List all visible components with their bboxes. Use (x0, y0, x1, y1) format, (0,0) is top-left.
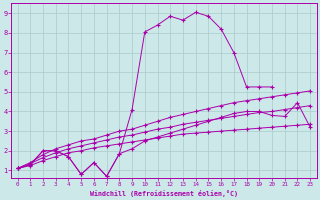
X-axis label: Windchill (Refroidissement éolien,°C): Windchill (Refroidissement éolien,°C) (90, 190, 238, 197)
